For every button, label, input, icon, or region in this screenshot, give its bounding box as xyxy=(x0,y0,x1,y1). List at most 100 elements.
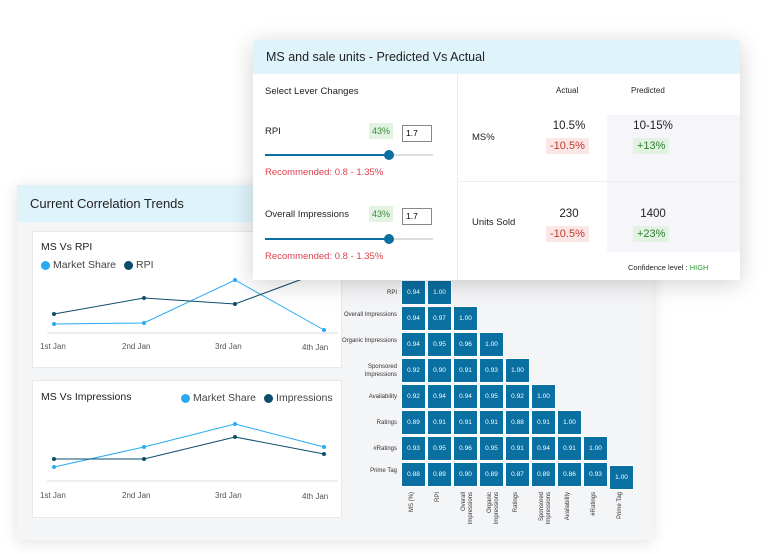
recommended-text: Recommended: 0.8 - 1.35% xyxy=(265,251,384,262)
heatmap-row-label: Availability xyxy=(368,394,397,400)
data-point xyxy=(142,445,146,449)
x-tick-label: 4th Jan xyxy=(302,492,329,501)
legend-label: RPI xyxy=(136,259,154,271)
heatmap-cell: 1.00 xyxy=(531,384,556,409)
x-tick-label: 3rd Jan xyxy=(215,491,242,500)
data-point xyxy=(233,422,237,426)
panel-title: MS and sale units - Predicted Vs Actual xyxy=(266,50,485,64)
line-chart xyxy=(47,269,338,334)
predicted-change: +13% xyxy=(633,138,670,154)
lever-value-input[interactable] xyxy=(402,207,432,225)
heatmap-cell: 0.91 xyxy=(453,410,478,435)
heatmap-cell: 0.91 xyxy=(505,436,530,461)
data-point xyxy=(233,435,237,439)
legend-dot-market-share xyxy=(181,393,190,403)
heatmap-cell: 0.94 xyxy=(531,436,556,461)
data-point xyxy=(52,457,56,461)
heatmap-cell: 0.92 xyxy=(505,384,530,409)
predicted-value: 10-15% xyxy=(633,120,673,132)
heatmap-row-label: Organic Impressions xyxy=(341,338,397,344)
heatmap-cell: 0.90 xyxy=(453,462,478,487)
heatmap-cell: 0.87 xyxy=(505,462,530,487)
lever-value-input[interactable] xyxy=(402,124,432,142)
heatmap-cell: 0.90 xyxy=(427,358,452,383)
heatmap-col-label: Organic Impressions xyxy=(487,492,500,525)
heatmap-cell: 0.86 xyxy=(557,462,582,487)
lever-slider[interactable] xyxy=(265,234,433,244)
data-point xyxy=(142,457,146,461)
heatmap-col-label: Overall Impressions xyxy=(461,492,474,525)
data-point xyxy=(233,278,237,282)
predicted-change: +23% xyxy=(633,226,670,242)
series-line xyxy=(53,270,325,315)
heatmap-cell: 0.95 xyxy=(479,436,504,461)
legend-label: Impressions xyxy=(276,392,333,404)
legend-label: Market Share xyxy=(193,392,257,404)
actual-change: -10.5% xyxy=(546,226,589,242)
confidence-value: HIGH xyxy=(689,263,709,272)
x-tick-label: 1st Jan xyxy=(40,491,66,500)
heatmap-cell: 0.94 xyxy=(401,280,426,305)
lever-slider[interactable] xyxy=(265,150,433,160)
series-line xyxy=(53,279,325,331)
data-point xyxy=(52,465,56,469)
x-tick-label: 3rd Jan xyxy=(215,342,242,351)
chart-title: MS Vs Impressions xyxy=(41,391,132,403)
heatmap-col-label: Availability xyxy=(565,492,571,521)
data-point xyxy=(52,312,56,316)
heatmap-cell: 0.89 xyxy=(427,462,452,487)
heatmap-cell: 0.89 xyxy=(479,462,504,487)
heatmap-cell: 0.95 xyxy=(479,384,504,409)
x-tick-label: 2nd Jan xyxy=(122,491,151,500)
row-label: Units Sold xyxy=(472,217,516,228)
data-point xyxy=(322,452,326,456)
panel-header: MS and sale units - Predicted Vs Actual xyxy=(253,40,740,74)
heatmap-cell: 0.91 xyxy=(557,436,582,461)
legend: Market Share Impressions xyxy=(181,392,333,404)
series-line xyxy=(54,436,325,460)
data-point xyxy=(322,328,326,332)
heatmap-cell: 0.94 xyxy=(427,384,452,409)
heatmap-row-label: #Ratings xyxy=(373,446,397,452)
heatmap-cell: 1.00 xyxy=(453,306,478,331)
recommended-text: Recommended: 0.8 - 1.35% xyxy=(265,167,384,178)
heatmap-cell: 1.00 xyxy=(609,465,634,490)
col-actual: Actual xyxy=(556,86,579,95)
col-predicted: Predicted xyxy=(631,86,665,95)
heatmap-row-label: RPI xyxy=(386,290,397,296)
heatmap-cell: 0.94 xyxy=(401,306,426,331)
heatmap-cell: 1.00 xyxy=(583,436,608,461)
heatmap-cell: 0.97 xyxy=(427,306,452,331)
heatmap-cell: 0.94 xyxy=(401,332,426,357)
heatmap-col-label: Sponsored Impressions xyxy=(539,492,552,525)
lever-label: Overall Impressions xyxy=(265,209,349,220)
levers-title: Select Lever Changes xyxy=(265,86,359,97)
heatmap-row-label: Ratings xyxy=(376,420,397,426)
lever-overall-impressions: Overall Impressions 43% Recommended: 0.8… xyxy=(265,206,445,266)
heatmap-cell: 1.00 xyxy=(427,280,452,305)
heatmap-cell: 0.92 xyxy=(401,384,426,409)
heatmap-cell: 0.91 xyxy=(453,358,478,383)
actual-change: -10.5% xyxy=(546,138,589,154)
data-point xyxy=(322,445,326,449)
confidence-label: Confidence level : xyxy=(628,263,688,272)
line-chart xyxy=(47,422,338,482)
slider-handle[interactable] xyxy=(384,234,395,244)
legend-dot-rpi xyxy=(124,260,134,270)
predicted-value: 1400 xyxy=(640,208,666,220)
heatmap-col-label: Prime Tag xyxy=(617,492,623,519)
divider xyxy=(457,74,458,280)
heatmap-cell: 0.88 xyxy=(401,462,426,487)
heatmap-cell: 0.91 xyxy=(531,410,556,435)
actual-value: 230 xyxy=(559,208,579,220)
data-point xyxy=(142,296,146,300)
legend-dot-impressions xyxy=(264,393,274,403)
lever-percent-badge: 43% xyxy=(369,123,394,139)
heatmap-cell: 1.00 xyxy=(505,358,530,383)
correlation-heatmap: RPI 0.94 1.00 Overall Impressions 0.94 0.97 1.… xyxy=(340,280,652,550)
legend-label: Market Share xyxy=(53,259,117,271)
slider-handle[interactable] xyxy=(384,150,395,160)
heatmap-cell: 0.95 xyxy=(427,332,452,357)
data-point xyxy=(142,321,146,325)
heatmap-col-label: Ratings xyxy=(513,492,519,513)
